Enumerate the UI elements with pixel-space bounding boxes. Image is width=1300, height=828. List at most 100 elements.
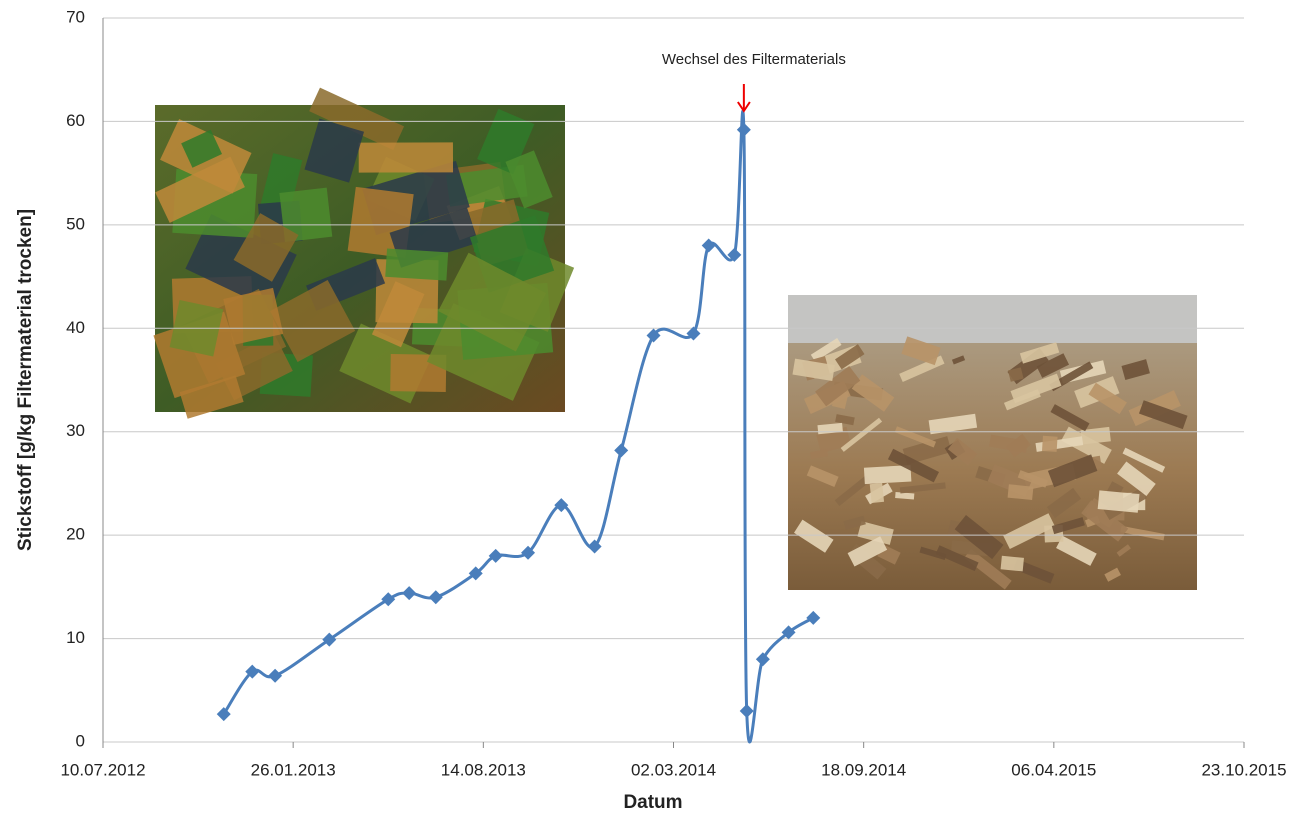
y-tick-label: 20 xyxy=(66,525,85,544)
data-point xyxy=(646,328,661,343)
chip xyxy=(270,279,356,363)
data-point xyxy=(322,632,337,647)
data-point xyxy=(614,443,629,458)
chip xyxy=(1061,426,1112,464)
chip xyxy=(1117,461,1156,497)
annotation-arrowhead xyxy=(737,101,751,113)
y-tick-label: 30 xyxy=(66,421,85,440)
data-point xyxy=(727,247,742,262)
y-tick-label: 0 xyxy=(76,731,85,750)
chip xyxy=(954,515,1004,560)
chip xyxy=(309,87,405,150)
chip xyxy=(438,252,547,352)
y-tick-label: 60 xyxy=(66,111,85,130)
photo-wet-wood-chips xyxy=(153,87,575,419)
chip xyxy=(947,437,978,466)
data-point xyxy=(216,707,231,722)
chip xyxy=(505,150,553,209)
x-tick-label: 23.10.2015 xyxy=(1201,760,1286,779)
x-tick-label: 26.01.2013 xyxy=(251,760,336,779)
chip xyxy=(371,281,425,348)
chip xyxy=(1122,447,1166,473)
chip xyxy=(857,521,894,545)
chip xyxy=(919,546,947,561)
data-point xyxy=(686,326,701,341)
chip xyxy=(902,436,952,465)
chip xyxy=(1138,400,1188,430)
chip xyxy=(1104,567,1121,582)
chip xyxy=(1013,559,1055,584)
chip xyxy=(806,465,839,487)
data-point xyxy=(245,664,260,679)
chip xyxy=(887,448,939,483)
chip xyxy=(1019,342,1060,364)
chip xyxy=(1003,513,1056,550)
chip xyxy=(810,449,829,460)
chip xyxy=(843,515,866,530)
chip xyxy=(1051,517,1085,535)
y-tick-label: 70 xyxy=(66,7,85,26)
chip xyxy=(1121,359,1150,380)
y-axis-title: Stickstoff [g/kg Filtermaterial trocken] xyxy=(15,209,36,551)
data-point xyxy=(468,566,483,581)
chip xyxy=(1120,525,1165,541)
chip xyxy=(964,548,1012,590)
chip xyxy=(1081,500,1129,542)
chip xyxy=(840,417,883,452)
data-point xyxy=(701,238,716,253)
x-tick-label: 18.09.2014 xyxy=(821,760,906,779)
chip xyxy=(928,413,978,435)
chip xyxy=(895,491,915,500)
chip xyxy=(792,358,835,382)
chip xyxy=(1042,435,1058,452)
chip xyxy=(1017,470,1049,488)
chip xyxy=(847,536,888,567)
chip xyxy=(1097,490,1140,513)
data-point xyxy=(428,590,443,605)
chip xyxy=(901,336,941,366)
chip xyxy=(179,375,244,419)
data-point xyxy=(488,548,503,563)
chip xyxy=(1007,367,1024,382)
chip xyxy=(1007,484,1034,501)
chip xyxy=(810,337,842,362)
chip xyxy=(869,482,885,504)
chip xyxy=(223,287,284,345)
chip xyxy=(385,248,449,281)
data-point xyxy=(268,668,283,683)
chip xyxy=(304,118,365,183)
chip xyxy=(181,129,223,168)
chip xyxy=(835,344,865,370)
chip xyxy=(1047,454,1098,488)
chip xyxy=(279,187,333,243)
chip xyxy=(899,482,946,494)
chip xyxy=(1000,555,1024,572)
chip xyxy=(1056,535,1097,566)
y-tick-label: 50 xyxy=(66,214,85,233)
chip xyxy=(815,365,861,407)
data-point xyxy=(736,122,751,137)
chip xyxy=(1010,373,1062,404)
chip xyxy=(935,545,979,572)
chip xyxy=(1036,353,1070,378)
chip xyxy=(851,374,895,412)
chip xyxy=(1046,487,1082,519)
chip xyxy=(794,519,834,553)
chip xyxy=(951,355,966,365)
data-point xyxy=(554,498,569,513)
chip xyxy=(233,213,299,282)
data-point xyxy=(806,610,821,625)
data-point xyxy=(521,545,536,560)
x-tick-label: 06.04.2015 xyxy=(1011,760,1096,779)
data-point xyxy=(781,625,796,640)
data-point xyxy=(402,586,417,601)
data-point xyxy=(739,703,754,718)
chip xyxy=(835,414,855,426)
chip xyxy=(1116,544,1131,557)
chip xyxy=(358,142,454,173)
annotation: Wechsel des Filtermaterials xyxy=(662,51,846,68)
chip xyxy=(834,475,871,507)
chip xyxy=(863,465,912,485)
photo-fresh-wood-chips xyxy=(788,295,1197,590)
